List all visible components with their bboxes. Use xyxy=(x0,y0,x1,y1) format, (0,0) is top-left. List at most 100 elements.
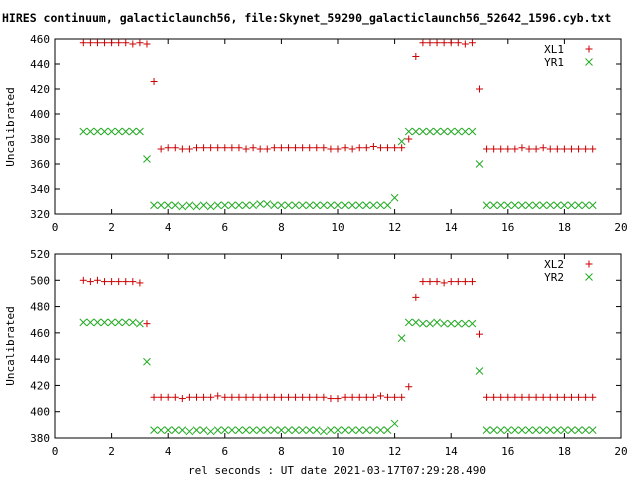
bottom-yr2-point xyxy=(454,319,463,328)
bottom-ytick-label: 500 xyxy=(30,274,50,287)
top-xl1-point xyxy=(355,144,363,152)
top-legend-label-yr1: YR1 xyxy=(544,56,564,69)
bottom-yr2-point xyxy=(100,318,109,327)
top-yr1-point xyxy=(404,127,413,136)
bottom-yr2-point xyxy=(270,426,279,434)
bottom-yr2-point xyxy=(383,426,392,434)
bottom-yr2-point xyxy=(553,426,562,434)
bottom-xl2-point xyxy=(284,393,292,401)
bottom-ytick-label: 420 xyxy=(30,379,50,392)
bottom-xl2-point xyxy=(115,278,123,286)
top-panel: Uncalibrated 0 2 4 6 8 10 12 14 16 18 20 320 340 360 3… xyxy=(4,33,628,234)
top-xl1-point xyxy=(532,145,540,153)
bottom-yr2-point xyxy=(164,426,173,434)
bottom-xl2-point xyxy=(263,393,271,401)
bottom-xl2-point xyxy=(200,393,208,401)
top-xl1-point xyxy=(93,39,101,47)
bottom-xl2-point xyxy=(306,393,314,401)
bottom-yr2-point xyxy=(560,426,569,434)
bottom-xl2-point xyxy=(511,393,519,401)
bottom-xl2-point xyxy=(270,393,278,401)
top-xl1-point xyxy=(504,145,512,153)
top-xl1-point xyxy=(306,144,314,152)
bottom-yr2-point xyxy=(150,426,158,434)
top-yr1-point xyxy=(518,201,526,210)
top-xl1-point xyxy=(228,144,236,152)
bottom-yr2-point xyxy=(79,318,88,327)
bottom-xtick-label: 12 xyxy=(388,445,401,458)
top-yr1-point xyxy=(588,201,597,210)
bottom-yr2-point xyxy=(228,426,236,434)
top-xl1-point xyxy=(376,144,384,152)
bottom-yr2-point xyxy=(546,426,555,434)
bottom-yr2-point xyxy=(93,318,102,327)
top-yr1-point xyxy=(369,201,378,210)
bottom-xl2-point xyxy=(178,395,186,403)
bottom-ytick-label: 520 xyxy=(30,248,50,261)
top-xl1-point xyxy=(143,40,151,48)
bottom-yr2-point xyxy=(171,426,180,434)
top-xl1-point xyxy=(476,85,483,93)
bottom-xl2-point xyxy=(461,278,469,286)
top-xl1-point xyxy=(362,144,370,152)
bottom-xl2-point xyxy=(299,393,307,401)
top-ytick-label: 460 xyxy=(30,33,50,46)
top-xl1-point xyxy=(101,39,109,47)
bottom-yr2-point xyxy=(397,334,406,342)
top-xl1-point xyxy=(553,145,561,153)
bottom-yr2-point xyxy=(249,426,257,434)
top-yr1-point xyxy=(136,127,144,136)
top-yr1-point xyxy=(503,201,512,210)
bottom-yr2-point xyxy=(298,426,307,434)
top-yr1-point xyxy=(249,201,257,210)
top-xl1-point xyxy=(483,145,491,153)
top-xl1-point xyxy=(461,40,469,48)
bottom-xl2-point xyxy=(532,393,540,401)
bottom-xl2-point xyxy=(348,393,356,401)
top-yr1-point xyxy=(164,201,173,210)
bottom-yr2-point xyxy=(312,426,321,434)
bottom-yr2-point xyxy=(390,419,399,428)
top-yr1-point xyxy=(511,201,519,210)
bottom-xl2-point xyxy=(426,278,434,286)
top-yr1-point xyxy=(121,127,130,136)
top-xl1-point xyxy=(546,145,554,153)
top-xl1-point xyxy=(348,145,356,153)
top-yr1-point xyxy=(581,201,590,210)
top-xl1-point xyxy=(171,144,179,152)
bottom-xl2-point xyxy=(207,393,215,401)
top-xl1-point xyxy=(560,145,568,153)
bottom-yr2-point xyxy=(305,426,314,434)
top-xl1-point xyxy=(79,39,87,47)
top-yr1-point xyxy=(525,201,533,210)
bottom-xl2-point xyxy=(560,393,568,401)
top-yr1-point xyxy=(114,127,123,136)
top-plot-frame xyxy=(54,38,622,215)
top-ytick-label: 380 xyxy=(30,133,50,146)
top-xtick-label: 16 xyxy=(501,221,514,234)
top-legend-marker-yr1 xyxy=(585,58,593,66)
bottom-xl2-point xyxy=(440,279,448,287)
bottom-yr2-point xyxy=(185,427,194,436)
top-yr1-point xyxy=(426,127,434,136)
bottom-yr2-point xyxy=(574,426,583,434)
bottom-xl2-point xyxy=(391,393,399,401)
top-yr1-point xyxy=(319,201,328,210)
bottom-yr2-point xyxy=(461,319,470,328)
bottom-xl2-point xyxy=(497,393,505,401)
top-xl1-point xyxy=(398,144,406,152)
bottom-ytick-label: 440 xyxy=(30,353,50,366)
bottom-ytick-label: 380 xyxy=(30,432,50,445)
top-xl1-point xyxy=(327,145,335,153)
bottom-xl2-point xyxy=(136,279,144,287)
top-yr1-point xyxy=(284,201,293,210)
bottom-yr2-point xyxy=(319,427,328,436)
top-xl1-point xyxy=(391,144,399,152)
bottom-xl2-point xyxy=(490,393,498,401)
top-yr1-point xyxy=(79,127,88,136)
top-legend-label-xl1: XL1 xyxy=(544,43,564,56)
top-yr1-point xyxy=(128,127,137,136)
top-ytick-label: 420 xyxy=(30,83,50,96)
top-yr1-point xyxy=(567,201,576,210)
